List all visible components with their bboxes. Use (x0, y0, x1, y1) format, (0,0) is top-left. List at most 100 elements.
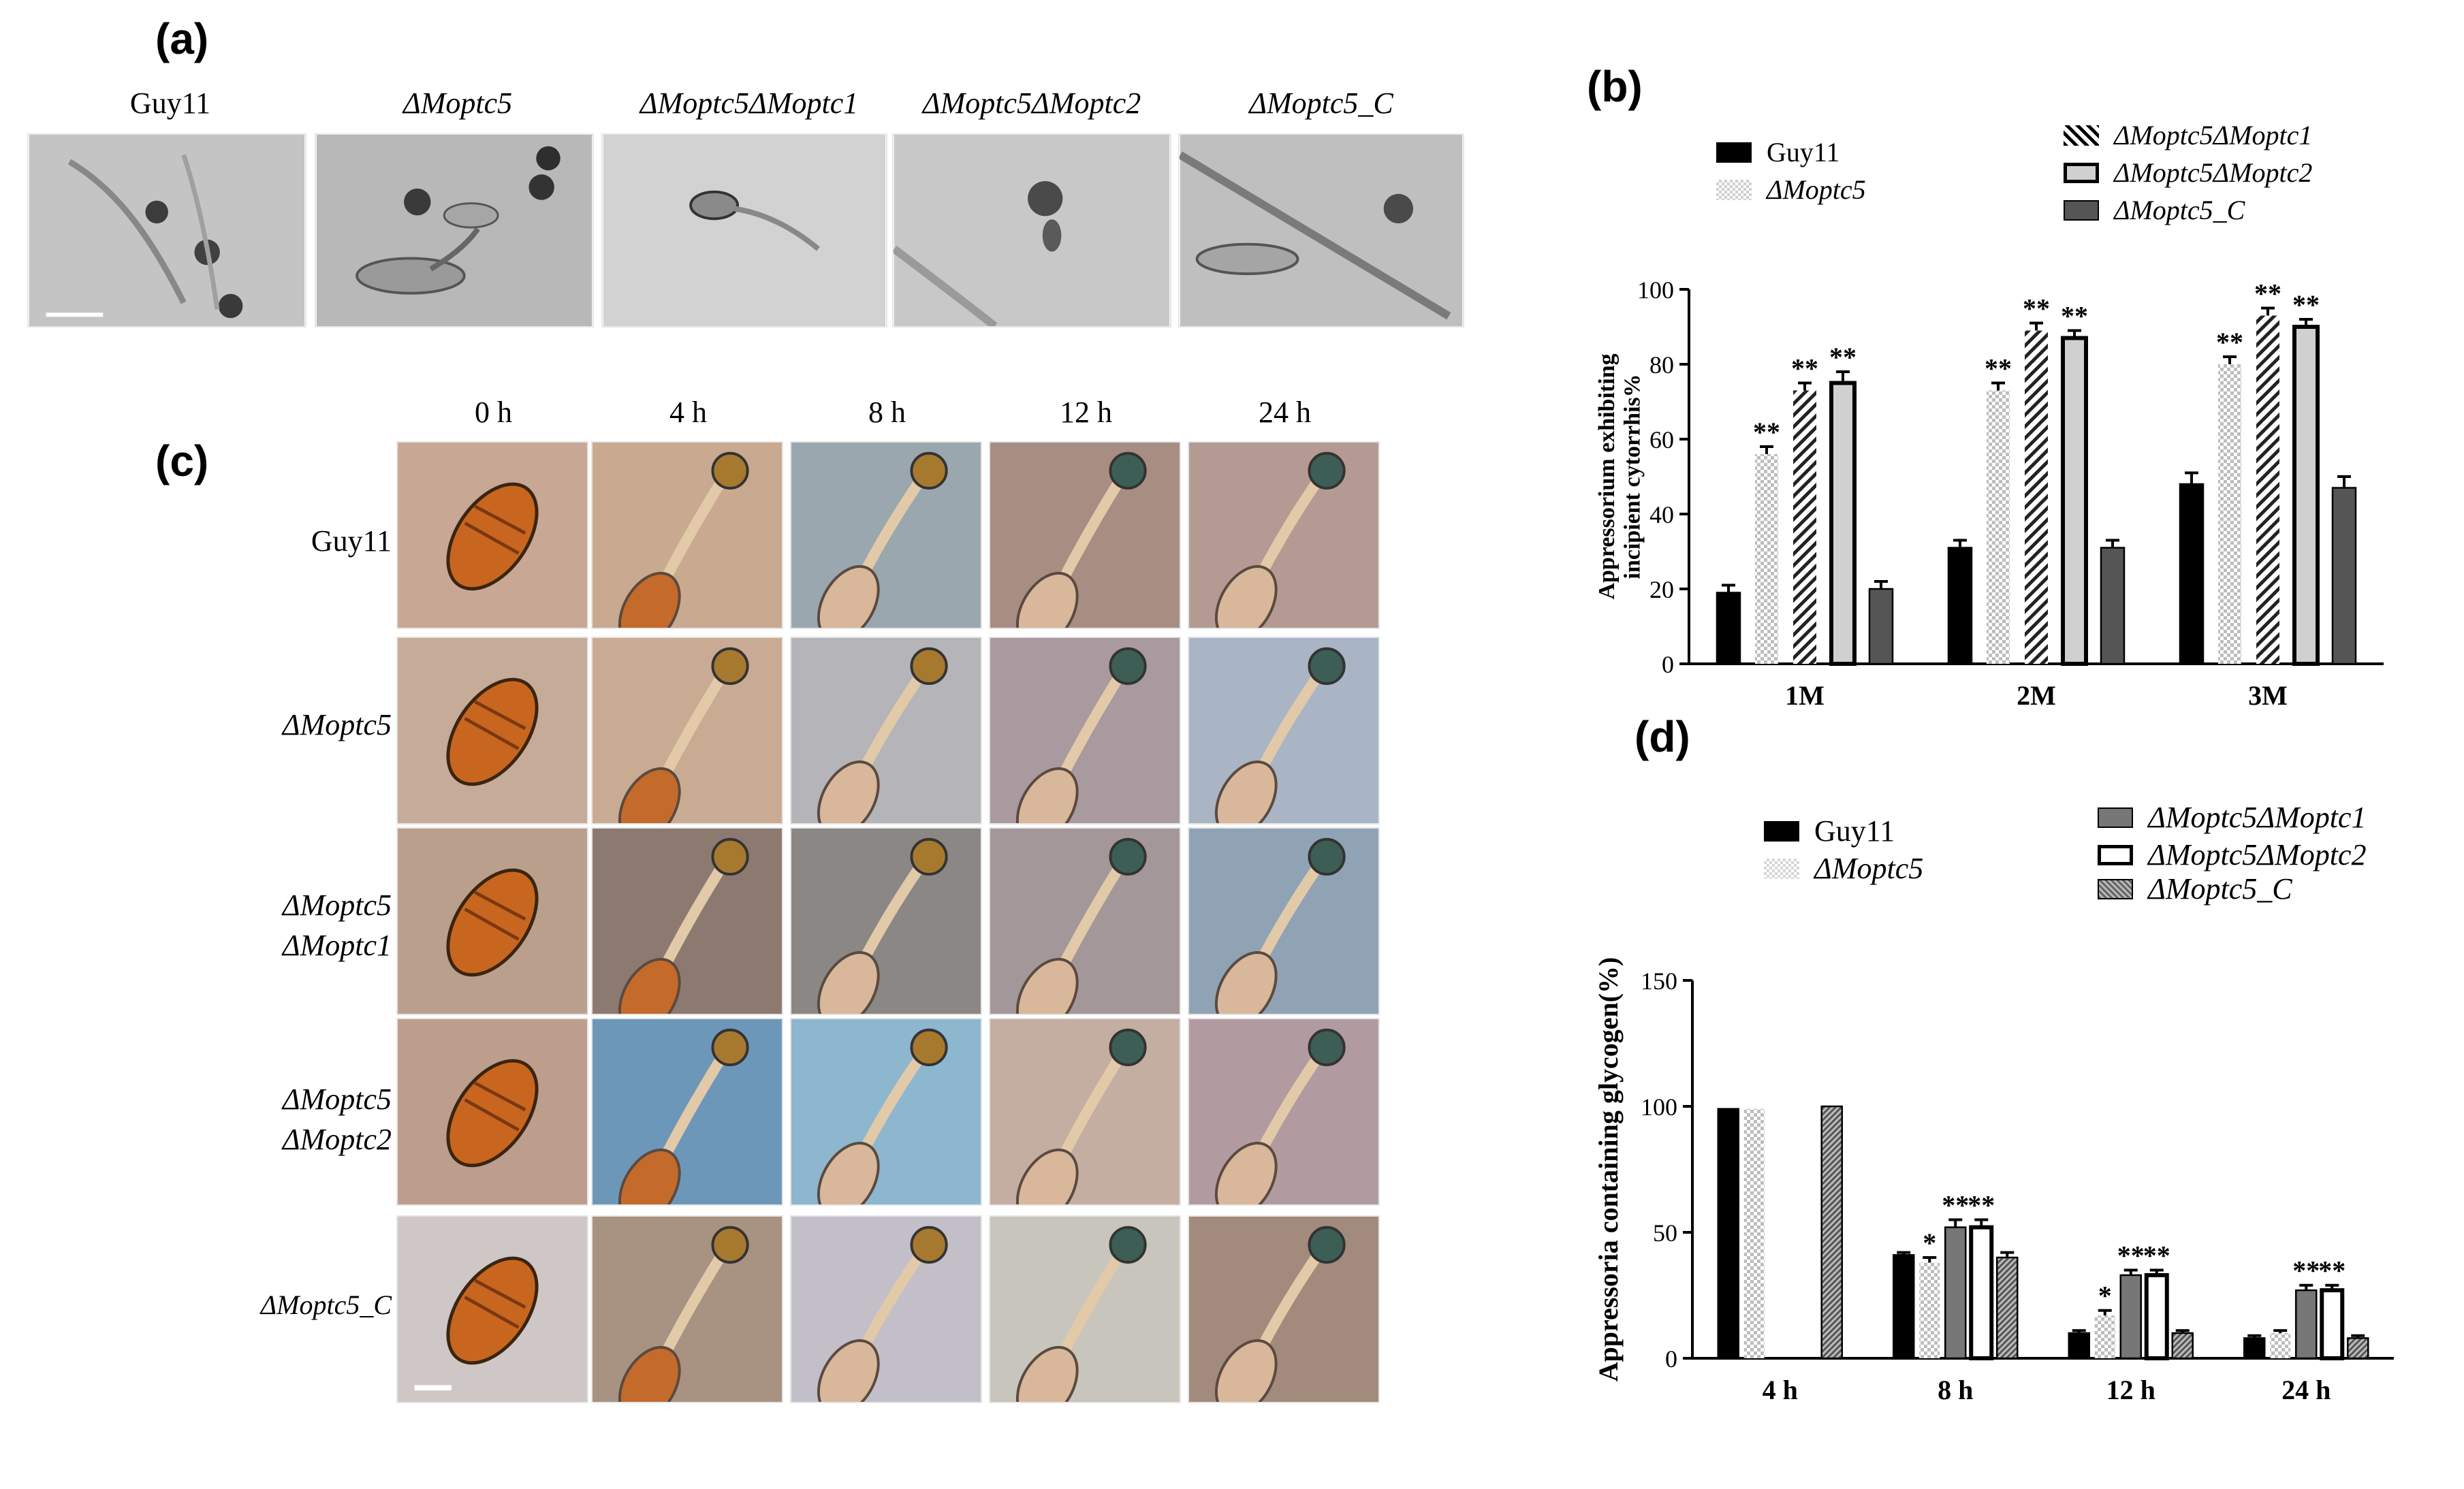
bar-b-s4-c2 (2331, 487, 2357, 665)
legend-label: ΔMoptc5_C (2114, 195, 2245, 225)
bar-b-s4-c0 (1868, 588, 1894, 665)
row-label-line1: Guy11 (311, 524, 392, 558)
micrograph-c-r3-c0 (396, 1018, 588, 1206)
micrograph-c-r2-c3 (989, 827, 1181, 1015)
legend-b-moptc5-moptc1: ΔMoptc5ΔMoptc1 (2064, 119, 2312, 151)
legend-swatch (2098, 844, 2133, 865)
panel-c-col-4h: 4 h (669, 396, 707, 429)
legend-swatch (1764, 858, 1799, 879)
micrograph-c-r2-c2 (790, 827, 982, 1015)
row-label-line1: ΔMoptc5_C (260, 1290, 392, 1320)
panel-c-letter: (c) (155, 436, 209, 485)
x-tick-label: 24 h (2281, 1375, 2331, 1405)
bar-d-s3-c2 (2144, 1272, 2169, 1360)
y-axis-label: Appressorium exhibitingincipient cytorrh… (1594, 353, 1645, 599)
legend-d-moptc5-c: ΔMoptc5_C (2098, 871, 2292, 906)
bar-b-s1-c0 (1755, 454, 1778, 664)
micrograph-c-r1-c3 (989, 637, 1181, 824)
panel-c-row-guy11: Guy11 (204, 521, 392, 561)
legend-d-moptc5: ΔMoptc5 (1764, 851, 1923, 886)
bar-b-s3-c1 (2061, 336, 2088, 666)
legend-label: ΔMoptc5ΔMoptc1 (2148, 801, 2367, 834)
panel-a-label-guy11: Guy11 (129, 86, 211, 120)
micrograph-c-r4-c3 (989, 1215, 1181, 1403)
micrograph-a-moptc5 (315, 133, 594, 327)
y-tick-label: 150 (1641, 967, 1677, 995)
legend-b-moptc5-c: ΔMoptc5_C (2064, 194, 2245, 226)
bar-d-s0-c1 (1893, 1254, 1915, 1360)
legend-label: ΔMoptc5ΔMoptc1 (2114, 120, 2313, 150)
bar-d-s3-c3 (2320, 1288, 2345, 1360)
bar-b-s4-c1 (2100, 547, 2126, 665)
y-tick-label: 40 (1649, 501, 1674, 528)
significance-label: ** (2117, 1240, 2145, 1271)
y-tick-label: 100 (1641, 1093, 1677, 1121)
x-tick-label: 1M (1785, 680, 1825, 711)
legend-swatch (1764, 820, 1799, 842)
micrograph-c-r1-c2 (790, 637, 982, 824)
panel-a-label-moptc5-moptc1: ΔMoptc5ΔMoptc1 (639, 86, 859, 120)
row-label-line1: ΔMoptc5 (282, 1083, 392, 1116)
row-label-line1: ΔMoptc5 (282, 888, 392, 922)
significance-label: ** (1968, 1190, 1995, 1221)
x-tick-label: 2M (2017, 680, 2056, 711)
significance-label: ** (1942, 1190, 1969, 1221)
x-tick-label: 3M (2248, 680, 2288, 711)
legend-label: ΔMoptc5 (1814, 852, 1924, 885)
bar-d-s2-c1 (1944, 1226, 1967, 1360)
micrograph-a-moptc5-moptc1 (601, 133, 887, 327)
bar-d-s4-c3 (2347, 1337, 2369, 1360)
significance-label: ** (2143, 1240, 2170, 1271)
legend-swatch (2064, 199, 2099, 221)
micrograph-c-r0-c1 (591, 441, 783, 629)
micrograph-c-r2-c0 (396, 827, 588, 1015)
micrograph-c-r1-c4 (1188, 637, 1380, 824)
significance-label: ** (2061, 301, 2088, 332)
bar-b-s2-c0 (1793, 390, 1816, 664)
bar-d-s2-c2 (2119, 1274, 2142, 1360)
micrograph-a-guy11 (27, 133, 306, 327)
legend-label: ΔMoptc5 (1767, 174, 1866, 205)
panel-a-label-moptc5-moptc2: ΔMoptc5ΔMoptc2 (922, 86, 1141, 120)
micrograph-c-r2-c1 (591, 827, 783, 1015)
y-tick-label: 0 (1662, 651, 1674, 678)
legend-b-moptc5-moptc2: ΔMoptc5ΔMoptc2 (2064, 157, 2312, 189)
panel-c-row-moptc5: ΔMoptc5 (204, 705, 392, 745)
legend-label: ΔMoptc5_C (2148, 872, 2292, 906)
y-tick-label: 80 (1649, 351, 1674, 379)
legend-swatch (2064, 125, 2099, 146)
micrograph-c-r0-c3 (989, 441, 1181, 629)
bar-d-s1-c1 (1919, 1262, 1940, 1358)
significance-label: * (2098, 1281, 2112, 1311)
micrograph-c-r4-c1 (591, 1215, 783, 1403)
bar-b-s0-c2 (2179, 483, 2205, 665)
panel-c-col-12h: 12 h (1060, 396, 1112, 429)
legend-swatch (2098, 878, 2133, 899)
micrograph-c-r1-c0 (396, 637, 588, 824)
legend-swatch (1716, 142, 1752, 163)
micrograph-c-r1-c1 (591, 637, 783, 824)
legend-label: Guy11 (1814, 814, 1895, 848)
bar-b-s0-c1 (1947, 547, 1973, 665)
panel-c-row-moptc5-c: ΔMoptc5_C (204, 1287, 392, 1324)
legend-swatch (2064, 162, 2099, 183)
significance-label: ** (1985, 353, 2012, 384)
micrograph-c-r4-c0 (396, 1215, 588, 1403)
bar-b-s2-c1 (2025, 330, 2048, 664)
y-tick-label: 50 (1653, 1219, 1677, 1247)
y-tick-label: 60 (1649, 426, 1674, 453)
panel-d-letter: (d) (1634, 712, 1690, 761)
panel-a-letter: (a) (155, 14, 209, 63)
bar-b-s1-c2 (2218, 364, 2241, 664)
bar-d-s4-c0 (1820, 1105, 1843, 1360)
bar-d-s3-c1 (1969, 1225, 1994, 1360)
bar-b-s1-c1 (1987, 390, 2010, 664)
y-axis-label: Appressoria containing glycogen(%) (1593, 957, 1624, 1382)
legend-swatch (1716, 179, 1752, 200)
x-tick-label: 12 h (2106, 1375, 2155, 1405)
bar-d-s2-c3 (2295, 1289, 2318, 1360)
legend-b-moptc5: ΔMoptc5 (1716, 174, 1866, 206)
legend-d-moptc5-moptc2: ΔMoptc5ΔMoptc2 (2098, 837, 2366, 872)
micrograph-a-moptc5-moptc2 (892, 133, 1171, 327)
micrograph-c-r4-c2 (790, 1215, 982, 1403)
